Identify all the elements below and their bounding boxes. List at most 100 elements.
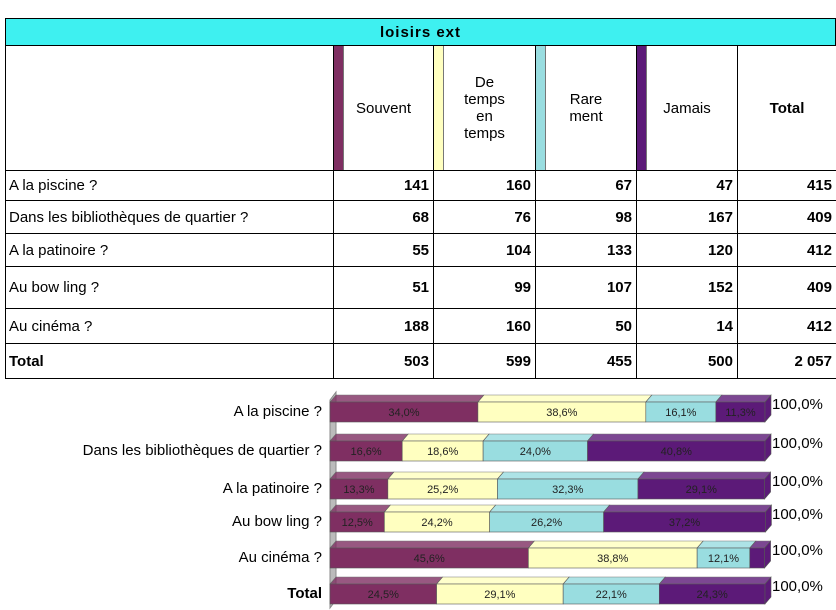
table-value: 68 — [333, 200, 434, 234]
table-value: 160 — [433, 170, 536, 201]
value-label: 24,3% — [697, 589, 728, 601]
header-cell: De temps en temps — [433, 45, 536, 171]
end-label: 100,0% — [772, 578, 823, 595]
table-value: 133 — [535, 233, 637, 267]
bar-top — [637, 471, 772, 480]
bar-top — [562, 576, 666, 585]
value-label: 37,2% — [669, 517, 700, 529]
bar-side — [764, 433, 772, 462]
header-cell: Souvent — [333, 45, 434, 171]
bar-top — [696, 540, 757, 549]
bar-top — [435, 576, 570, 585]
table-value: 160 — [433, 308, 536, 344]
category-label: A la patinoire ? — [223, 480, 322, 497]
table-value: 455 — [535, 343, 637, 379]
bar-side — [765, 504, 772, 533]
table-value: 107 — [535, 266, 637, 309]
table-value: 167 — [636, 200, 738, 234]
value-label: 40,8% — [661, 446, 692, 458]
table-value: 98 — [535, 200, 637, 234]
bar-top — [477, 394, 653, 403]
table-value: 104 — [433, 233, 536, 267]
value-label: 12,1% — [708, 553, 739, 565]
table-value: 76 — [433, 200, 536, 234]
row-label: Au bow ling ? — [5, 266, 334, 309]
table-title: loisirs ext — [5, 18, 836, 46]
bar-top — [329, 540, 536, 549]
bar-top — [329, 504, 392, 513]
bar-top — [658, 576, 772, 585]
value-label: 32,3% — [552, 484, 583, 496]
header-color-strip — [334, 46, 344, 170]
bar-top — [329, 433, 409, 442]
table-value: 51 — [333, 266, 434, 309]
value-label: 22,1% — [596, 589, 627, 601]
row-label: Au cinéma ? — [5, 308, 334, 344]
value-label: 12,5% — [342, 517, 373, 529]
bar-side — [764, 576, 772, 605]
table-value: 409 — [737, 266, 836, 309]
table-value: 14 — [636, 308, 738, 344]
value-label: 13,3% — [343, 484, 374, 496]
category-label: Au cinéma ? — [239, 549, 322, 566]
value-label: 18,6% — [427, 446, 458, 458]
bar-top — [496, 471, 645, 480]
table-value: 47 — [636, 170, 738, 201]
bar-top — [401, 433, 490, 442]
value-label: 11,3% — [725, 407, 756, 419]
table-value: 120 — [636, 233, 738, 267]
category-label: Total — [287, 585, 322, 602]
bar-top — [387, 471, 505, 480]
value-label: 24,2% — [421, 517, 452, 529]
bar-side — [764, 540, 771, 569]
value-label: 26,2% — [531, 517, 562, 529]
table-value: 55 — [333, 233, 434, 267]
value-label: 29,1% — [686, 484, 717, 496]
table-value: 415 — [737, 170, 836, 201]
end-label: 100,0% — [772, 542, 823, 559]
table-value: 188 — [333, 308, 434, 344]
table-value: 503 — [333, 343, 434, 379]
header-color-strip — [536, 46, 546, 170]
bar-top — [329, 576, 444, 585]
table-value: 412 — [737, 308, 836, 344]
value-label: 16,1% — [665, 407, 696, 419]
row-label: A la patinoire ? — [5, 233, 334, 267]
bar-side — [764, 394, 772, 423]
row-label: Dans les bibliothèques de quartier ? — [5, 200, 334, 234]
bar-top — [383, 504, 497, 513]
category-label: A la piscine ? — [234, 403, 322, 420]
value-label: 24,0% — [520, 446, 551, 458]
value-label: 34,0% — [388, 407, 419, 419]
table-value: 2 057 — [737, 343, 836, 379]
header-color-strip — [434, 46, 444, 170]
value-label: 24,5% — [368, 589, 399, 601]
bar-top — [329, 471, 395, 480]
bar-top — [482, 433, 595, 442]
header-color-strip — [637, 46, 647, 170]
bar-top — [586, 433, 772, 442]
table-value: 67 — [535, 170, 637, 201]
bar-side — [764, 471, 771, 500]
value-label: 16,6% — [351, 446, 382, 458]
row-label: A la piscine ? — [5, 170, 334, 201]
table-value: 500 — [636, 343, 738, 379]
table-value: 99 — [433, 266, 536, 309]
value-label: 38,6% — [546, 407, 577, 419]
header-cell: Total — [737, 45, 836, 171]
bar-top — [329, 394, 485, 403]
header-cell: Rare ment — [535, 45, 637, 171]
end-label: 100,0% — [772, 506, 823, 523]
category-label: Dans les bibliothèques de quartier ? — [83, 442, 322, 459]
table-value: 152 — [636, 266, 738, 309]
table-value: 141 — [333, 170, 434, 201]
header-cell: Jamais — [636, 45, 738, 171]
chart-wall — [329, 390, 337, 610]
end-label: 100,0% — [772, 435, 823, 452]
bar-segment — [749, 547, 765, 569]
table-value: 409 — [737, 200, 836, 234]
bar-top — [602, 504, 773, 513]
value-label: 25,2% — [427, 484, 458, 496]
